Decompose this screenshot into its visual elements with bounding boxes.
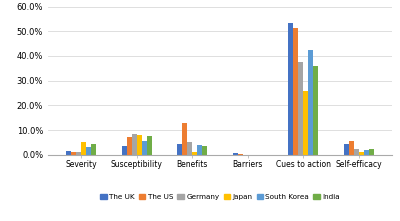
- Bar: [233, 153, 238, 155]
- Legend: The UK, The US, Germany, Japan, South Korea, India: The UK, The US, Germany, Japan, South Ko…: [98, 191, 342, 203]
- Bar: [308, 50, 313, 155]
- Bar: [182, 123, 187, 155]
- Bar: [66, 151, 71, 155]
- Bar: [298, 62, 303, 155]
- Bar: [127, 137, 132, 155]
- Bar: [293, 28, 298, 155]
- Bar: [202, 146, 207, 155]
- Bar: [137, 135, 142, 155]
- Bar: [86, 147, 91, 155]
- Bar: [313, 66, 318, 155]
- Bar: [197, 145, 202, 155]
- Bar: [132, 134, 137, 155]
- Bar: [142, 141, 147, 155]
- Bar: [303, 91, 308, 155]
- Bar: [349, 141, 354, 155]
- Bar: [187, 142, 192, 155]
- Bar: [344, 144, 349, 155]
- Bar: [364, 150, 369, 155]
- Bar: [238, 154, 243, 155]
- Bar: [91, 144, 96, 155]
- Bar: [192, 152, 197, 155]
- Bar: [177, 144, 182, 155]
- Bar: [369, 149, 374, 155]
- Bar: [122, 146, 127, 155]
- Bar: [76, 152, 81, 155]
- Bar: [71, 152, 76, 155]
- Bar: [354, 149, 359, 155]
- Bar: [288, 23, 293, 155]
- Bar: [359, 152, 364, 155]
- Bar: [147, 136, 152, 155]
- Bar: [81, 142, 86, 155]
